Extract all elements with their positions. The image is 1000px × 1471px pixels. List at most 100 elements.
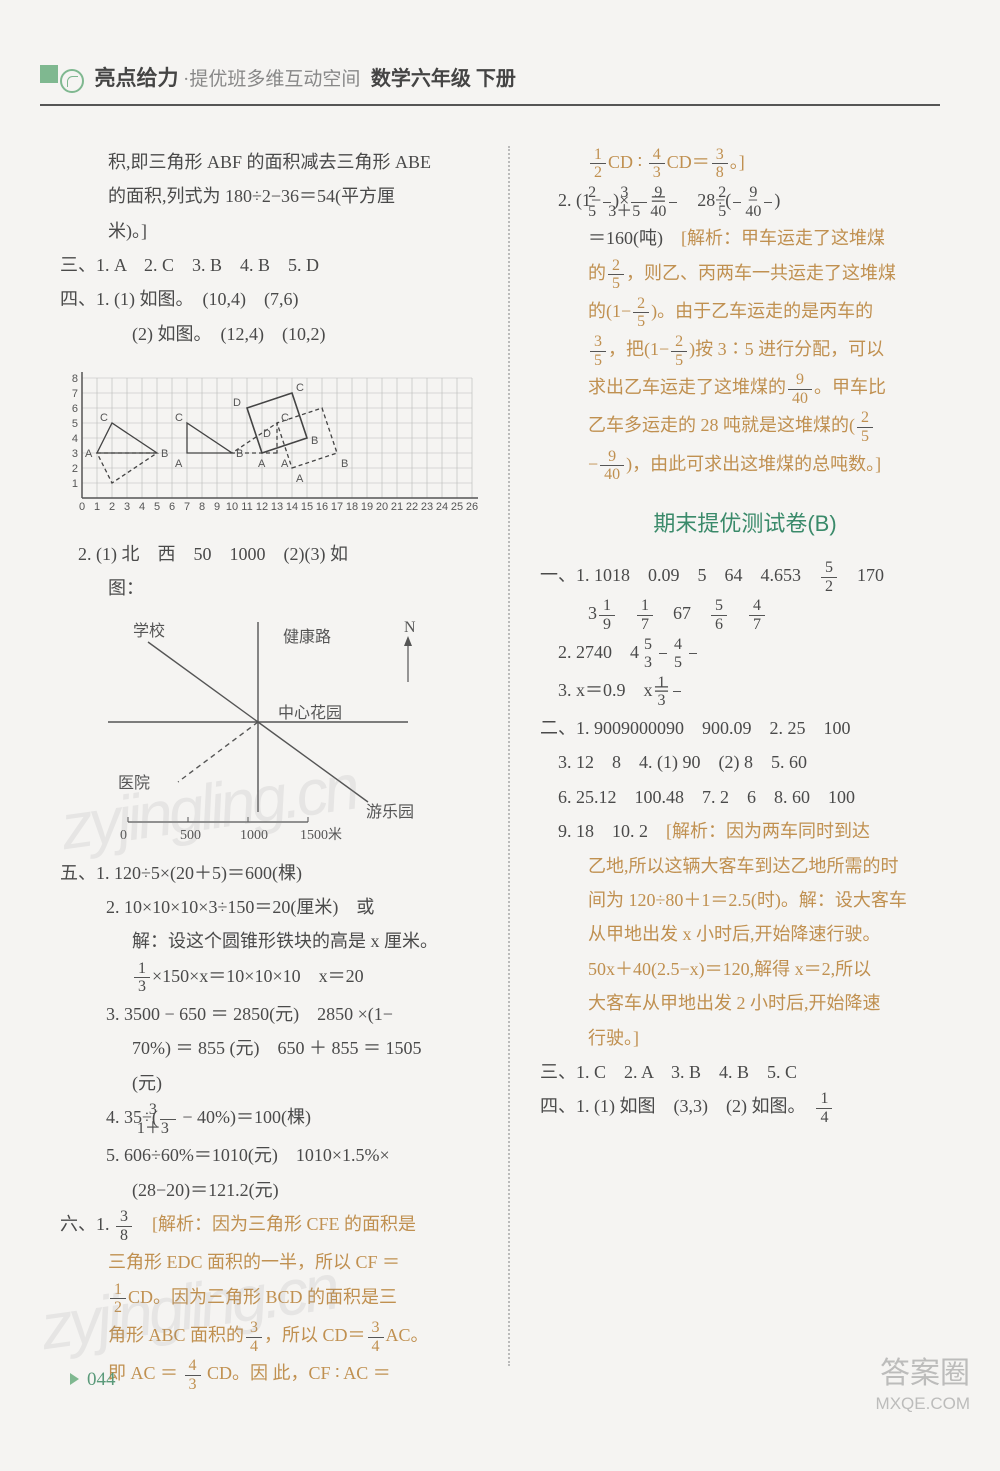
svg-text:24: 24 — [436, 501, 448, 513]
analysis-line: 乙地,所以这辆大客车到达乙地所需的时 — [540, 850, 950, 882]
test-b-title: 期末提优测试卷(B) — [540, 504, 950, 544]
sec4-q1: 四、1. (1) 如图 (3,3) (2) 如图。 14 — [540, 1090, 950, 1126]
analysis-text: [解析：因为两车同时到达 — [666, 821, 870, 841]
svg-text:A: A — [296, 473, 304, 485]
text: ×150×x＝10×10×10 x＝20 — [152, 966, 364, 986]
svg-text:23: 23 — [421, 501, 433, 513]
fraction: 14 — [816, 1090, 832, 1126]
fraction: 47 — [749, 597, 765, 633]
text: 角形 ABC 面积的 — [108, 1325, 244, 1345]
text: 的(1− — [588, 301, 631, 321]
svg-text:9: 9 — [214, 501, 220, 513]
fraction: 31＋3 — [160, 1101, 176, 1137]
section-6-q1: 六、1. 38 [解析：因为三角形 CFE 的面积是 — [60, 1208, 478, 1244]
fraction: 43 — [649, 146, 665, 182]
svg-text:5: 5 — [154, 501, 160, 513]
analysis-line: 即 AC ＝ 43 CD。因 此，CF ∶ AC ＝ — [60, 1357, 478, 1393]
text: 。甲车比 — [814, 377, 886, 397]
svg-text:500: 500 — [180, 828, 201, 842]
svg-text:D: D — [263, 428, 271, 440]
svg-text:0: 0 — [120, 828, 127, 842]
svg-text:2: 2 — [109, 501, 115, 513]
header-accent-bar — [40, 65, 58, 83]
section-4-q2: 2. (1) 北 西 50 1000 (2)(3) 如 — [60, 538, 478, 570]
svg-text:22: 22 — [406, 501, 418, 513]
svg-text:C: C — [281, 412, 289, 424]
sec1-q3: 3. x＝0.9 x＝13 — [540, 674, 950, 710]
svg-text:2: 2 — [72, 463, 78, 475]
header-rule — [40, 104, 940, 106]
fraction: 53 — [659, 636, 667, 672]
svg-text:A: A — [85, 448, 93, 460]
svg-text:6: 6 — [169, 501, 175, 513]
svg-text:4: 4 — [139, 501, 145, 513]
wm-text: 答案圈 — [876, 1354, 970, 1393]
analysis-line: 三角形 EDC 面积的一半，所以 CF ＝ — [60, 1246, 478, 1278]
text: 9. 18 10. 2 — [558, 821, 666, 841]
svg-text:4: 4 — [72, 433, 78, 445]
svg-text:中心花园: 中心花园 — [278, 704, 342, 722]
q2-line: 2. (1−25)×33＋5＝940 28÷(25 − 940) — [540, 184, 950, 220]
svg-text:20: 20 — [376, 501, 388, 513]
q2-line: ＝160(吨) [解析：甲车运走了这堆煤 — [540, 222, 950, 254]
text: 170 — [839, 566, 884, 586]
text: ) — [774, 190, 780, 210]
text: )，由此可求出这堆煤的总吨数。] — [626, 454, 881, 474]
right-column: 12CD ∶ 43CD＝38。] 2. (1−25)×33＋5＝940 28÷(… — [540, 146, 950, 1396]
svg-text:19: 19 — [361, 501, 373, 513]
svg-text:A: A — [258, 458, 266, 470]
sec1-q2: 2. 2740 4 53 45 — [540, 636, 950, 672]
sec2-line: 9. 18 10. 2 [解析：因为两车同时到达 — [540, 815, 950, 847]
sec1-q1: 一、1. 1018 0.09 5 64 4.653 52 170 — [540, 559, 950, 595]
text: 2. 2740 4 — [558, 642, 657, 662]
section-4-q2b: 图： — [60, 572, 478, 604]
svg-text:1: 1 — [94, 501, 100, 513]
watermark-bottom-right: 答案圈 MXQE.COM — [876, 1354, 970, 1415]
logo-icon — [60, 69, 84, 93]
wm-text: MXQE.COM — [876, 1393, 970, 1415]
section-5-q5a: 5. 606÷60%＝1010(元) 1010×1.5%× — [60, 1139, 478, 1171]
svg-text:医院: 医院 — [118, 774, 150, 792]
text: ，所以 CD＝ — [264, 1325, 366, 1345]
section-5-q2a: 2. 10×10×10×3÷150＝20(厘米) 或 — [60, 891, 478, 923]
analysis-line: 12CD ∶ 43CD＝38。] — [540, 146, 950, 182]
text: CD。因 此，CF ∶ AC ＝ — [203, 1363, 391, 1383]
text: 求出乙车运走了这堆煤的 — [588, 377, 786, 397]
text: 3 — [588, 604, 597, 624]
svg-text:A: A — [281, 458, 289, 470]
analysis-line: 乙车多运走的 28 吨就是这堆煤的(25 — [540, 409, 950, 445]
svg-text:11: 11 — [241, 501, 252, 513]
analysis-line: 50x＋40(2.5−x)＝120,解得 x＝2,所以 — [540, 953, 950, 985]
brand-subtitle: ·提优班多维互动空间 — [183, 69, 360, 90]
coordinate-grid-figure: 0123456789101112131415161718192021222324… — [68, 358, 478, 523]
text: ，把(1− — [608, 339, 669, 359]
sec2-q1: 二、1. 9009000090 900.09 2. 25 100 — [540, 712, 950, 744]
text: 3. x＝0.9 x＝ — [558, 680, 671, 700]
svg-text:8: 8 — [199, 501, 205, 513]
section-5-q2c: 13×150×x＝10×10×10 x＝20 — [60, 960, 478, 996]
svg-text:26: 26 — [466, 501, 478, 513]
section-3-answers: 三、1. A 2. C 3. B 4. B 5. D — [60, 249, 478, 281]
fraction: 13 — [134, 960, 150, 996]
fraction: 25 — [857, 409, 873, 445]
fraction: 25 — [671, 333, 687, 369]
fraction: 33＋5 — [631, 184, 647, 220]
svg-text:18: 18 — [346, 501, 358, 513]
text: ，则乙、丙两车一共运走了这堆煤 — [626, 263, 896, 283]
fraction: 25 — [733, 184, 741, 220]
svg-text:14: 14 — [286, 501, 298, 513]
svg-text:8: 8 — [72, 373, 78, 385]
text: CD ∶ — [608, 152, 647, 172]
section-5-q5b: (28−20)＝121.2(元) — [60, 1174, 478, 1206]
svg-text:7: 7 — [184, 501, 190, 513]
svg-text:5: 5 — [72, 418, 78, 430]
text: 六、1. — [60, 1214, 114, 1234]
analysis-line: 35，把(1−25)按 3∶5 进行分配，可以 — [540, 333, 950, 369]
text: )按 3∶5 进行分配，可以 — [689, 339, 884, 359]
svg-text:25: 25 — [451, 501, 463, 513]
section-5-q3c: (元) — [60, 1067, 478, 1099]
fraction: 25 — [633, 295, 649, 331]
svg-text:7: 7 — [72, 388, 78, 400]
column-divider — [508, 146, 510, 1366]
svg-text:3: 3 — [72, 448, 78, 460]
